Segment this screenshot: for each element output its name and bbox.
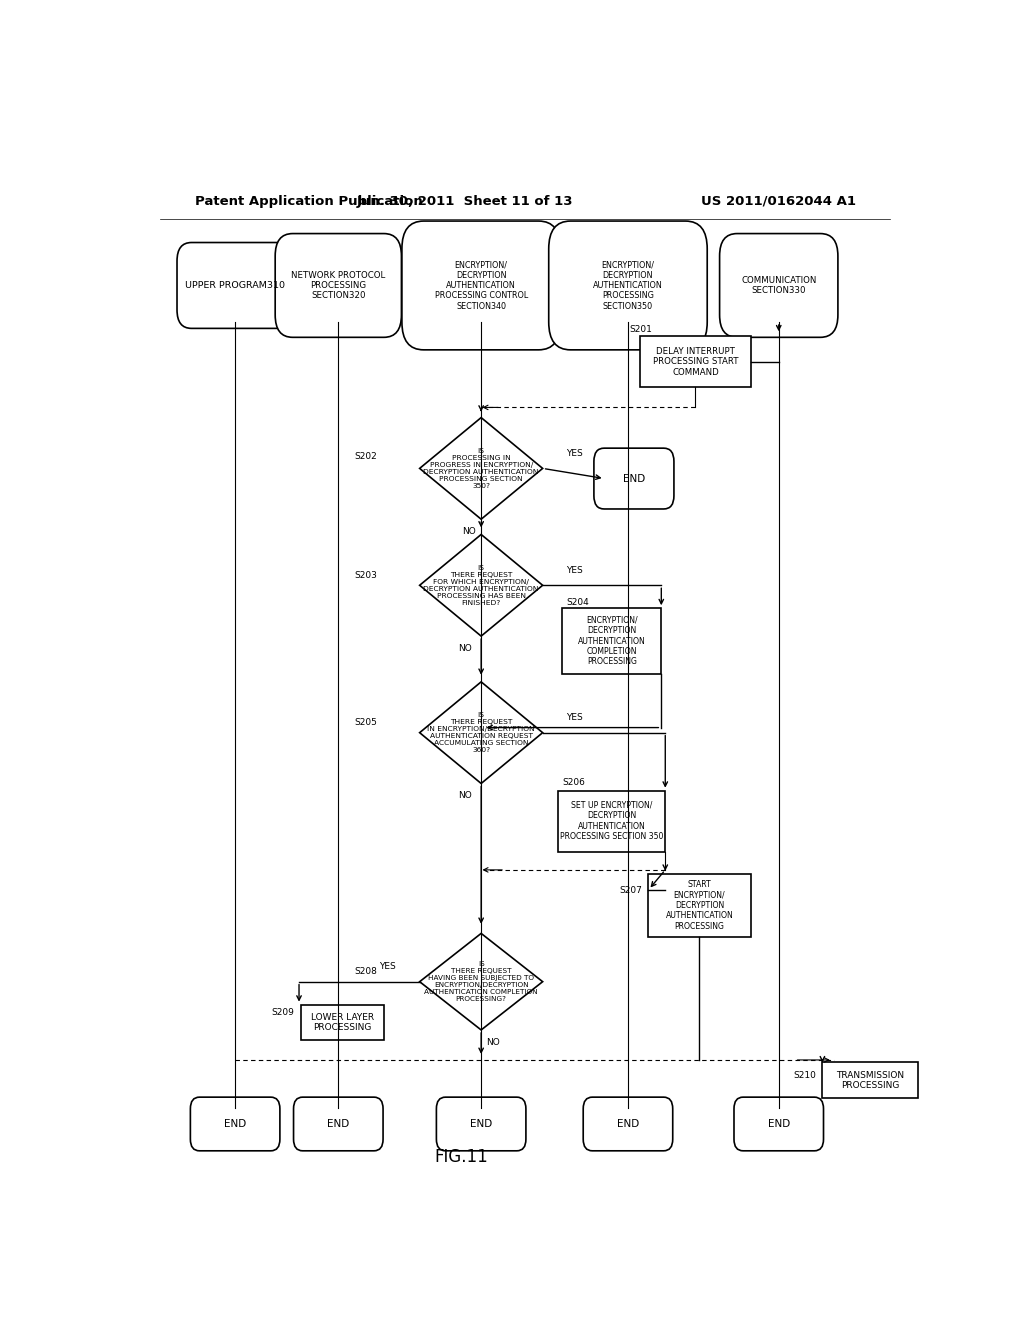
Polygon shape	[420, 535, 543, 636]
Polygon shape	[420, 933, 543, 1030]
FancyBboxPatch shape	[822, 1063, 918, 1098]
Text: Patent Application Publication: Patent Application Publication	[196, 194, 423, 207]
Polygon shape	[420, 682, 543, 784]
Text: US 2011/0162044 A1: US 2011/0162044 A1	[701, 194, 856, 207]
FancyBboxPatch shape	[301, 1005, 384, 1040]
Text: S204: S204	[566, 598, 589, 607]
Text: TRANSMISSION
PROCESSING: TRANSMISSION PROCESSING	[836, 1071, 904, 1090]
Text: IS
THERE REQUEST
IN ENCRYPTION/DECRYPTION
AUTHENTICATION REQUEST
ACCUMULATING SE: IS THERE REQUEST IN ENCRYPTION/DECRYPTIO…	[427, 713, 535, 754]
Text: S210: S210	[794, 1071, 816, 1080]
Text: S202: S202	[354, 451, 378, 461]
FancyBboxPatch shape	[294, 1097, 383, 1151]
Text: YES: YES	[566, 449, 583, 458]
FancyBboxPatch shape	[584, 1097, 673, 1151]
Text: IS
THERE REQUEST
HAVING BEEN SUBJECTED TO
ENCRYPTION/DECRYPTION
AUTHENTICATION C: IS THERE REQUEST HAVING BEEN SUBJECTED T…	[424, 961, 538, 1002]
FancyBboxPatch shape	[401, 220, 560, 350]
Text: NO: NO	[463, 527, 476, 536]
Text: DELAY INTERRUPT
PROCESSING START
COMMAND: DELAY INTERRUPT PROCESSING START COMMAND	[652, 347, 738, 376]
Text: YES: YES	[380, 962, 396, 972]
Text: ENCRYPTION/
DECRYPTION
AUTHENTICATION
COMPLETION
PROCESSING: ENCRYPTION/ DECRYPTION AUTHENTICATION CO…	[578, 616, 645, 667]
Text: ENCRYPTION/
DECRYPTION
AUTHENTICATION
PROCESSING
SECTION350: ENCRYPTION/ DECRYPTION AUTHENTICATION PR…	[593, 260, 663, 310]
Text: ENCRYPTION/
DECRYPTION
AUTHENTICATION
PROCESSING CONTROL
SECTION340: ENCRYPTION/ DECRYPTION AUTHENTICATION PR…	[434, 260, 527, 310]
Text: UPPER PROGRAM310: UPPER PROGRAM310	[185, 281, 285, 290]
Text: S206: S206	[562, 777, 586, 787]
Text: END: END	[328, 1119, 349, 1129]
Text: NETWORK PROTOCOL
PROCESSING
SECTION320: NETWORK PROTOCOL PROCESSING SECTION320	[291, 271, 385, 301]
FancyBboxPatch shape	[177, 243, 293, 329]
FancyBboxPatch shape	[734, 1097, 823, 1151]
Text: IS
PROCESSING IN
PROGRESS IN ENCRYPTION/
DECRYPTION AUTHENTICATION
PROCESSING SE: IS PROCESSING IN PROGRESS IN ENCRYPTION/…	[424, 447, 539, 488]
Text: IS
THERE REQUEST
FOR WHICH ENCRYPTION/
DECRYPTION AUTHENTICATION
PROCESSING HAS : IS THERE REQUEST FOR WHICH ENCRYPTION/ D…	[424, 565, 539, 606]
FancyBboxPatch shape	[594, 449, 674, 510]
FancyBboxPatch shape	[275, 234, 401, 338]
Text: YES: YES	[566, 565, 583, 574]
Text: NO: NO	[486, 1038, 500, 1047]
Text: START
ENCRYPTION/
DECRYPTION
AUTHENTICATION
PROCESSING: START ENCRYPTION/ DECRYPTION AUTHENTICAT…	[666, 880, 733, 931]
Text: YES: YES	[566, 713, 583, 722]
FancyBboxPatch shape	[640, 337, 751, 387]
Text: S205: S205	[354, 718, 378, 727]
Text: S209: S209	[271, 1007, 295, 1016]
Text: S207: S207	[618, 886, 642, 895]
Text: NO: NO	[459, 644, 472, 653]
Text: FIG.11: FIG.11	[434, 1147, 488, 1166]
FancyBboxPatch shape	[549, 220, 708, 350]
Text: S208: S208	[354, 968, 378, 975]
Text: END: END	[768, 1119, 790, 1129]
FancyBboxPatch shape	[558, 791, 666, 851]
Text: LOWER LAYER
PROCESSING: LOWER LAYER PROCESSING	[310, 1012, 374, 1032]
Text: NO: NO	[459, 791, 472, 800]
FancyBboxPatch shape	[436, 1097, 526, 1151]
Text: END: END	[224, 1119, 246, 1129]
Text: COMMUNICATION
SECTION330: COMMUNICATION SECTION330	[741, 276, 816, 296]
Text: END: END	[470, 1119, 493, 1129]
Text: Jun. 30, 2011  Sheet 11 of 13: Jun. 30, 2011 Sheet 11 of 13	[357, 194, 573, 207]
Polygon shape	[420, 417, 543, 519]
Text: END: END	[623, 474, 645, 483]
FancyBboxPatch shape	[720, 234, 838, 338]
FancyBboxPatch shape	[648, 874, 751, 937]
FancyBboxPatch shape	[190, 1097, 280, 1151]
Text: SET UP ENCRYPTION/
DECRYPTION
AUTHENTICATION
PROCESSING SECTION 350: SET UP ENCRYPTION/ DECRYPTION AUTHENTICA…	[560, 801, 664, 841]
Text: S203: S203	[354, 570, 378, 579]
FancyBboxPatch shape	[562, 609, 662, 675]
Text: S201: S201	[630, 325, 652, 334]
Text: END: END	[616, 1119, 639, 1129]
